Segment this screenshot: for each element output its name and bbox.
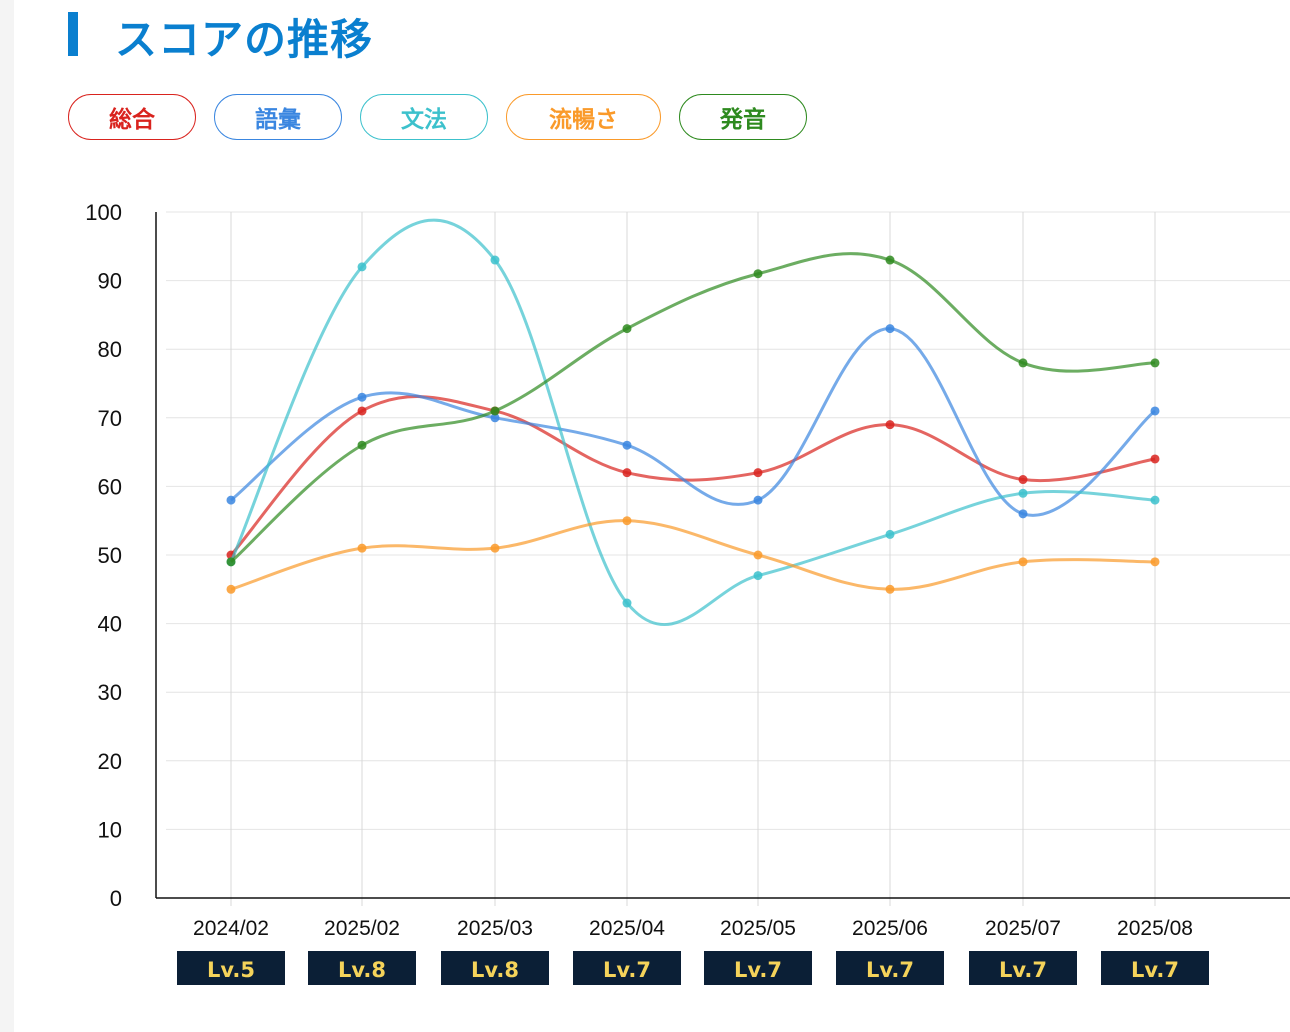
title-accent-bar bbox=[68, 12, 78, 56]
data-point-0 bbox=[357, 406, 367, 416]
y-tick-label: 50 bbox=[98, 543, 122, 568]
x-tick-label: 2025/06 bbox=[852, 917, 928, 940]
data-point-3 bbox=[753, 550, 763, 560]
level-badge-label: Lv.7 bbox=[866, 958, 914, 982]
data-point-0 bbox=[1018, 475, 1028, 485]
data-point-2 bbox=[357, 262, 367, 272]
data-point-1 bbox=[622, 440, 632, 450]
data-point-1 bbox=[226, 495, 236, 505]
data-point-1 bbox=[753, 495, 763, 505]
data-point-1 bbox=[885, 324, 895, 334]
level-badge bbox=[308, 951, 416, 985]
level-badge-label: Lv.5 bbox=[207, 958, 255, 982]
x-tick-label: 2025/08 bbox=[1117, 917, 1193, 940]
x-tick-label: 2025/04 bbox=[589, 917, 665, 940]
legend-toggle-3[interactable]: 流暢さ bbox=[506, 94, 661, 140]
data-point-4 bbox=[622, 324, 632, 334]
y-tick-label: 90 bbox=[98, 269, 122, 294]
data-point-1 bbox=[1150, 406, 1160, 416]
data-point-0 bbox=[885, 420, 895, 430]
y-tick-label: 20 bbox=[98, 749, 122, 774]
data-point-0 bbox=[622, 468, 632, 478]
data-point-3 bbox=[1018, 557, 1028, 567]
x-tick-label: 2025/07 bbox=[985, 917, 1061, 940]
data-point-3 bbox=[490, 543, 500, 553]
data-point-3 bbox=[357, 543, 367, 553]
data-point-3 bbox=[226, 584, 236, 594]
data-point-0 bbox=[753, 468, 763, 478]
data-point-2 bbox=[622, 598, 632, 608]
level-badge bbox=[177, 951, 285, 985]
legend-toggle-4[interactable]: 発音 bbox=[679, 94, 807, 140]
series-line-0 bbox=[229, 395, 1156, 557]
level-badge bbox=[704, 951, 812, 985]
data-point-4 bbox=[753, 269, 763, 279]
data-point-3 bbox=[1150, 557, 1160, 567]
data-point-4 bbox=[1150, 358, 1160, 368]
series-line-3 bbox=[230, 519, 1156, 591]
level-badge bbox=[573, 951, 681, 985]
left-gutter bbox=[0, 0, 14, 1032]
data-point-1 bbox=[357, 392, 367, 402]
data-point-2 bbox=[490, 255, 500, 265]
data-point-1 bbox=[1018, 509, 1028, 519]
legend-toggle-2[interactable]: 文法 bbox=[360, 94, 488, 140]
y-tick-label: 0 bbox=[110, 886, 122, 911]
x-tick-label: 2025/05 bbox=[720, 917, 796, 940]
level-badge bbox=[1101, 951, 1209, 985]
level-badge bbox=[441, 951, 549, 985]
data-point-4 bbox=[885, 255, 895, 265]
level-badge-label: Lv.8 bbox=[471, 958, 519, 982]
level-badge bbox=[836, 951, 944, 985]
legend-toggle-0[interactable]: 総合 bbox=[68, 94, 196, 140]
data-point-4 bbox=[1018, 358, 1028, 368]
y-tick-label: 80 bbox=[98, 337, 122, 362]
level-badge bbox=[969, 951, 1077, 985]
level-badge-label: Lv.7 bbox=[1131, 958, 1179, 982]
data-point-0 bbox=[1150, 454, 1160, 464]
page-title: スコアの推移 bbox=[115, 15, 374, 64]
y-tick-label: 60 bbox=[98, 474, 122, 499]
level-badge-label: Lv.8 bbox=[338, 958, 386, 982]
series-line-1 bbox=[230, 327, 1156, 517]
data-point-4 bbox=[226, 557, 236, 567]
level-badge-label: Lv.7 bbox=[734, 958, 782, 982]
y-tick-label: 70 bbox=[98, 406, 122, 431]
legend-toggle-1[interactable]: 語彙 bbox=[214, 94, 342, 140]
level-badge-label: Lv.7 bbox=[603, 958, 651, 982]
y-tick-label: 100 bbox=[85, 200, 122, 225]
data-point-2 bbox=[753, 571, 763, 581]
y-tick-label: 40 bbox=[98, 612, 122, 637]
x-tick-label: 2024/02 bbox=[193, 917, 269, 940]
data-point-2 bbox=[1018, 488, 1028, 498]
data-point-2 bbox=[1150, 495, 1160, 505]
data-point-1 bbox=[490, 413, 500, 423]
data-point-4 bbox=[490, 406, 500, 416]
x-tick-label: 2025/03 bbox=[457, 917, 533, 940]
y-tick-label: 30 bbox=[98, 680, 122, 705]
x-tick-label: 2025/02 bbox=[324, 917, 400, 940]
data-point-4 bbox=[357, 440, 367, 450]
data-point-3 bbox=[885, 584, 895, 594]
y-tick-label: 10 bbox=[98, 817, 122, 842]
data-point-3 bbox=[622, 516, 632, 526]
data-point-2 bbox=[885, 529, 895, 539]
level-badge-label: Lv.7 bbox=[999, 958, 1047, 982]
